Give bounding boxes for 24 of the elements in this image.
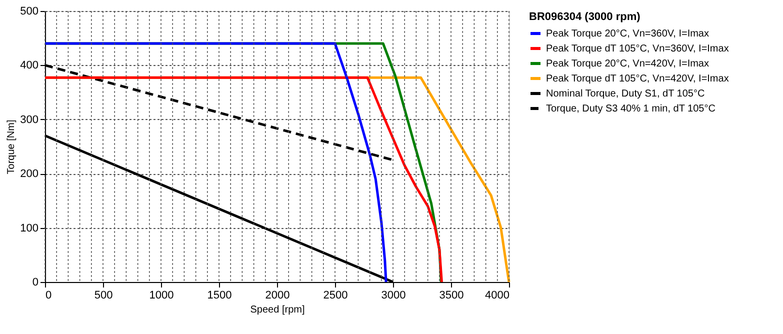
x-tick-label: 1500 [207, 290, 232, 302]
x-tick-label: 2500 [323, 290, 348, 302]
legend-label: Peak Torque 20°C, Vn=360V, I=Imax [546, 28, 709, 40]
x-tick-label: 3500 [439, 290, 464, 302]
legend-label: Peak Torque dT 105°C, Vn=420V, I=Imax [546, 74, 729, 84]
x-tick-label: 4000 [485, 290, 510, 302]
x-tick-label: 1000 [149, 290, 174, 302]
y-tick-label: 0 [32, 276, 38, 288]
y-tick-label: 100 [20, 222, 38, 234]
y-tick-label: 200 [20, 168, 38, 180]
x-tick-label: 500 [94, 290, 113, 302]
y-axis-title: Torque [Nm] [6, 120, 18, 174]
legend-label: Torque, Duty S3 40% 1 min, dT 105°C [546, 104, 716, 114]
legend-label: Peak Torque dT 105°C, Vn=360V, I=Imax [546, 44, 729, 54]
x-tick-label: 2000 [265, 290, 290, 302]
x-axis-title: Speed [rpm] [250, 304, 305, 316]
legend-label: Nominal Torque, Duty S1, dT 105°C [546, 88, 705, 100]
y-tick-label: 500 [20, 6, 38, 18]
y-tick-label: 400 [20, 60, 38, 72]
x-tick-label: 0 [46, 290, 52, 302]
legend-title: BR096304 (3000 rpm) [529, 11, 641, 23]
x-tick-label: 3000 [381, 290, 406, 302]
legend-label: Peak Torque 20°C, Vn=420V, I=Imax [546, 58, 709, 70]
y-tick-label: 300 [20, 114, 38, 126]
